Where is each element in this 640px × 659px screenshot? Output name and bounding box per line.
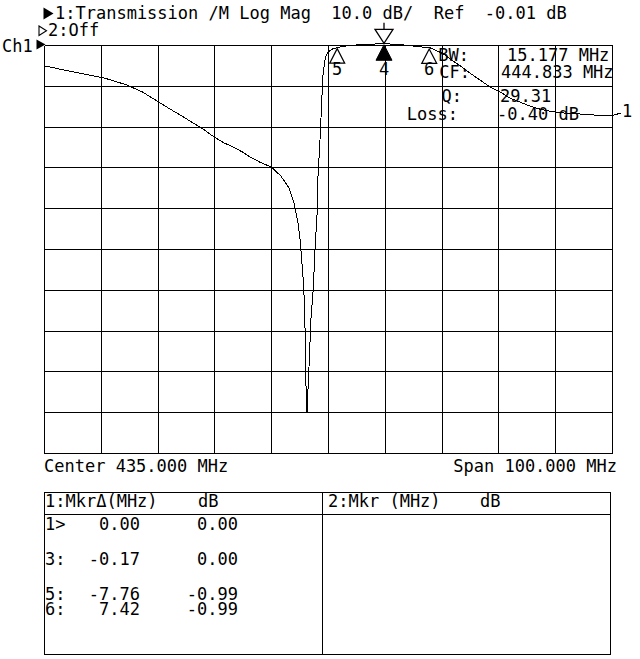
analyzer-screen: 5 4 6 1:Transmission /M Log Mag 10.0 dB/ R… xyxy=(0,0,640,659)
cf-value: 444.833 MHz xyxy=(501,64,614,81)
mkr-row-delta: 7.42 xyxy=(99,601,140,618)
mkr2-header-unit: dB xyxy=(480,493,500,510)
inactive-trace-arrow-icon xyxy=(38,25,48,37)
span-label: Span 100.000 MHz xyxy=(453,458,617,475)
marker-table-divider xyxy=(322,492,323,655)
mkr-row-db: 0.00 xyxy=(197,551,238,568)
active-trace-arrow-icon xyxy=(43,7,54,20)
mkr-row-label: 3: xyxy=(45,551,65,568)
channel-arrow-icon xyxy=(36,39,46,50)
trace1-settings: 1:Transmission /M Log Mag 10.0 dB/ Ref -… xyxy=(55,5,567,22)
cf-label: CF: xyxy=(439,64,470,81)
mkr-row-delta: -0.17 xyxy=(89,551,140,568)
mkr-row-delta: 0.00 xyxy=(99,516,140,533)
mkr-row-db: -0.99 xyxy=(187,601,238,618)
mkr1-header: 1:MkrΔ(MHz) xyxy=(45,493,158,510)
mkr-row-db: 0.00 xyxy=(197,516,238,533)
trace2-settings: 2:Off xyxy=(48,22,99,39)
svg-text:4: 4 xyxy=(379,59,389,79)
loss-label: Loss: xyxy=(407,106,458,123)
loss-value: -0.40 dB xyxy=(497,106,579,123)
mkr1-header-unit: dB xyxy=(198,493,218,510)
trace-number-tag: 1 xyxy=(622,103,632,120)
mkr2-header: 2:Mkr (MHz) xyxy=(328,493,441,510)
center-frequency-label: Center 435.000 MHz xyxy=(44,458,228,475)
svg-text:5: 5 xyxy=(332,59,342,79)
mkr-row-label: 6: xyxy=(45,601,65,618)
channel-label: Ch1 xyxy=(2,38,33,55)
svg-text:6: 6 xyxy=(424,59,434,79)
mkr-row-label: 1> xyxy=(45,516,65,533)
q-label: Q: xyxy=(442,88,462,105)
q-value: 29.31 xyxy=(500,88,551,105)
